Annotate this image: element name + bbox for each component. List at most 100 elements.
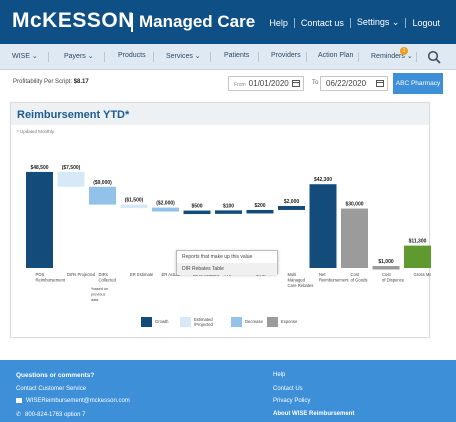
tooltip-link-dir-rebates-table[interactable]: DIR Rebates Table [177,263,277,275]
category-note: previous [91,293,105,297]
phone-icon: ✆ [16,412,22,418]
calendar-icon[interactable] [376,80,384,87]
product-name: Managed Care [139,12,256,31]
tooltip-title: Reports that make up this value [182,254,253,260]
mckesson-logo[interactable]: McKESSON [12,9,134,32]
contact-customer-service: Contact Customer Service [16,386,87,392]
waterfall-bar[interactable] [404,245,431,268]
category-note: *based on [91,287,108,291]
waterfall-bar[interactable] [278,206,305,210]
bar-value-label: ($9,000) [93,180,112,186]
email-text: WISEReimbursement@mckesson.com [26,398,130,405]
card-header [11,103,429,125]
category-label: Collected [99,278,117,283]
waterfall-bar[interactable] [152,207,179,212]
chevron-down-icon: ⌄ [87,53,94,60]
footer-contact-link[interactable]: Contact Us [273,386,303,392]
category-label: DIRs Projected [67,272,96,277]
nav-item-reminders[interactable]: Reminders ⌄ [371,52,413,60]
nav-item-services[interactable]: Services ⌄ [166,52,201,60]
waterfall-bar[interactable] [341,208,368,268]
waterfall-bar[interactable] [246,209,274,214]
category-label: POS [36,272,45,277]
waterfall-bar[interactable] [57,171,85,187]
from-date-field[interactable]: From 01/01/2020 [228,76,304,91]
reminder-count-badge: 1 [400,47,408,55]
nav-divider [48,52,49,62]
top-header: McKESSON Managed Care Help Contact us Se… [0,0,456,44]
main-nav: WISE ⌄ Payers ⌄ Products Services ⌄ Pati… [0,44,456,70]
bar-value-label: $1,000 [378,259,394,265]
legend-label: Decrease [245,319,264,324]
bar-value-label: $500 [191,204,202,210]
category-label: Gross Margin [414,272,432,277]
nav-item-action-plan[interactable]: Action Plan [318,52,353,59]
settings-menu[interactable]: Settings ⌄ [357,17,400,28]
nav-item-payers[interactable]: Payers ⌄ [64,52,94,60]
waterfall-bar[interactable] [26,171,53,268]
settings-label: Settings [356,17,390,27]
nav-item-products[interactable]: Products [118,52,146,59]
waterfall-bar[interactable] [372,266,400,270]
waterfall-bar[interactable] [215,210,242,214]
waterfall-bar[interactable] [89,186,116,205]
nav-label: Payers [64,53,86,60]
to-date-value: 06/22/2020 [326,79,367,88]
envelope-icon [16,398,22,403]
footer-phone[interactable]: ✆ 800-824-1763 option 7 [16,411,85,418]
nav-label: Products [118,52,146,59]
category-label: Reimbursement [319,278,349,283]
category-label: Multi [288,272,297,277]
legend-swatch [180,317,191,327]
category-label: Reimbursement [36,278,66,283]
category-label: ER Estimate [130,272,154,277]
bar-value-label: $100 [223,203,234,209]
nav-label: Services [166,53,193,60]
contact-us-link[interactable]: Contact us [300,17,344,28]
nav-divider [416,52,417,62]
footer-privacy-link[interactable]: Privacy Policy [273,398,311,404]
reimbursement-card: Reimbursement YTD* * Updated Monthly $48… [10,102,432,338]
bar-value-label: $48,500 [30,165,48,171]
footer: Questions or comments? Contact Customer … [0,360,456,422]
nav-divider [358,52,359,62]
nav-label: Patients [224,52,250,59]
nav-item-patients[interactable]: Patients [224,52,249,59]
bar-value-label: ($2,000) [156,201,175,207]
category-label: of Dispence [382,278,405,283]
category-label: Cost [382,272,391,277]
profitability-value: $8.17 [73,79,89,85]
profitability-label: Profitability Per Script: [13,79,73,85]
calendar-icon[interactable] [292,80,300,87]
nav-item-providers[interactable]: Providers [271,52,301,59]
pharmacy-select-button[interactable]: ABC Pharmacy [393,73,443,94]
to-label: To [312,80,319,86]
chevron-down-icon: ⌄ [406,53,413,60]
nav-divider [210,52,211,62]
link-divider [405,17,407,28]
legend-swatch [141,317,152,327]
chevron-down-icon: ⌄ [391,17,400,27]
category-label: DIRs [99,272,108,277]
phone-text: 800-824-1763 option 7 [25,412,86,418]
legend-label: Estimated [194,317,213,322]
nav-divider [258,52,259,62]
waterfall-bar[interactable] [309,184,337,268]
to-date-field[interactable]: 06/22/2020 [320,76,388,91]
waterfall-bar[interactable] [183,210,211,215]
top-links: Help Contact us Settings ⌄ Logout [269,17,440,28]
help-link[interactable]: Help [269,17,288,28]
bar-value-label: $11,300 [409,239,427,245]
update-note: * Updated Monthly [17,129,55,134]
bar-value-label: $200 [254,203,265,209]
footer-help-link[interactable]: Help [273,372,286,378]
search-icon[interactable] [427,50,441,64]
nav-item-wise[interactable]: WISE ⌄ [12,52,38,60]
footer-email[interactable]: WISEReimbursement@mckesson.com [16,398,130,404]
waterfall-bar[interactable] [120,204,148,209]
from-date-value: 01/01/2020 [248,79,289,88]
footer-about-link[interactable]: About WISE Reimbursement [273,411,355,417]
footer-question: Questions or comments? [16,372,95,379]
logout-link[interactable]: Logout [412,17,440,28]
